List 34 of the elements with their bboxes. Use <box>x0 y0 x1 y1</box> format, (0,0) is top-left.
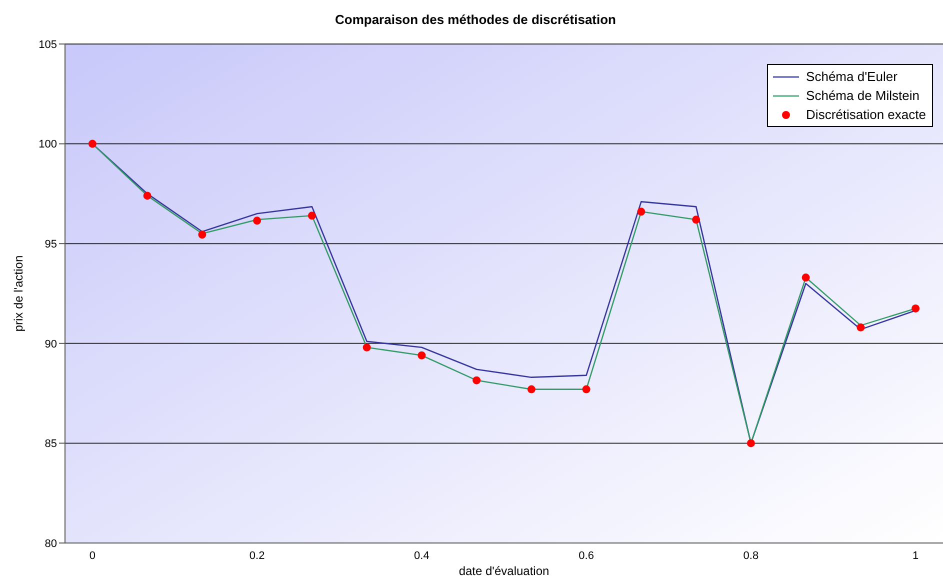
point <box>88 140 96 148</box>
point <box>198 230 206 239</box>
point <box>582 385 590 394</box>
y-tick-label: 80 <box>44 538 57 550</box>
point <box>143 192 152 200</box>
point <box>856 323 865 332</box>
y-tick-label: 105 <box>38 38 57 51</box>
y-tick-label: 100 <box>38 138 57 151</box>
point <box>527 385 536 394</box>
point <box>912 304 920 312</box>
chart-title: Comparaison des méthodes de discrétisation <box>334 11 618 29</box>
x-axis-title: date d'évaluation <box>458 564 550 578</box>
point <box>637 208 646 216</box>
legend-label: Schéma de Milstein <box>806 87 920 105</box>
legend-label: Discrétisation exacte <box>806 106 926 124</box>
x-tick-label: 0.4 <box>414 550 430 562</box>
legend-label: Schéma d'Euler <box>806 68 898 86</box>
y-tick-label: 90 <box>44 338 57 350</box>
x-tick-label: 1 <box>912 550 919 562</box>
point <box>418 351 426 360</box>
y-axis-title: prix de l'action <box>11 255 26 332</box>
x-tick-label: 0 <box>89 550 96 562</box>
point <box>308 212 316 220</box>
point <box>692 216 700 224</box>
point <box>362 343 371 352</box>
y-tick-label: 95 <box>44 238 57 251</box>
x-tick-label: 0.6 <box>578 550 594 562</box>
point <box>746 439 755 448</box>
point <box>253 216 262 225</box>
point <box>472 376 481 384</box>
y-tick-label: 85 <box>44 438 57 450</box>
x-tick-label: 0.2 <box>249 550 265 562</box>
point <box>802 274 810 282</box>
x-tick-label: 0.8 <box>743 550 759 562</box>
